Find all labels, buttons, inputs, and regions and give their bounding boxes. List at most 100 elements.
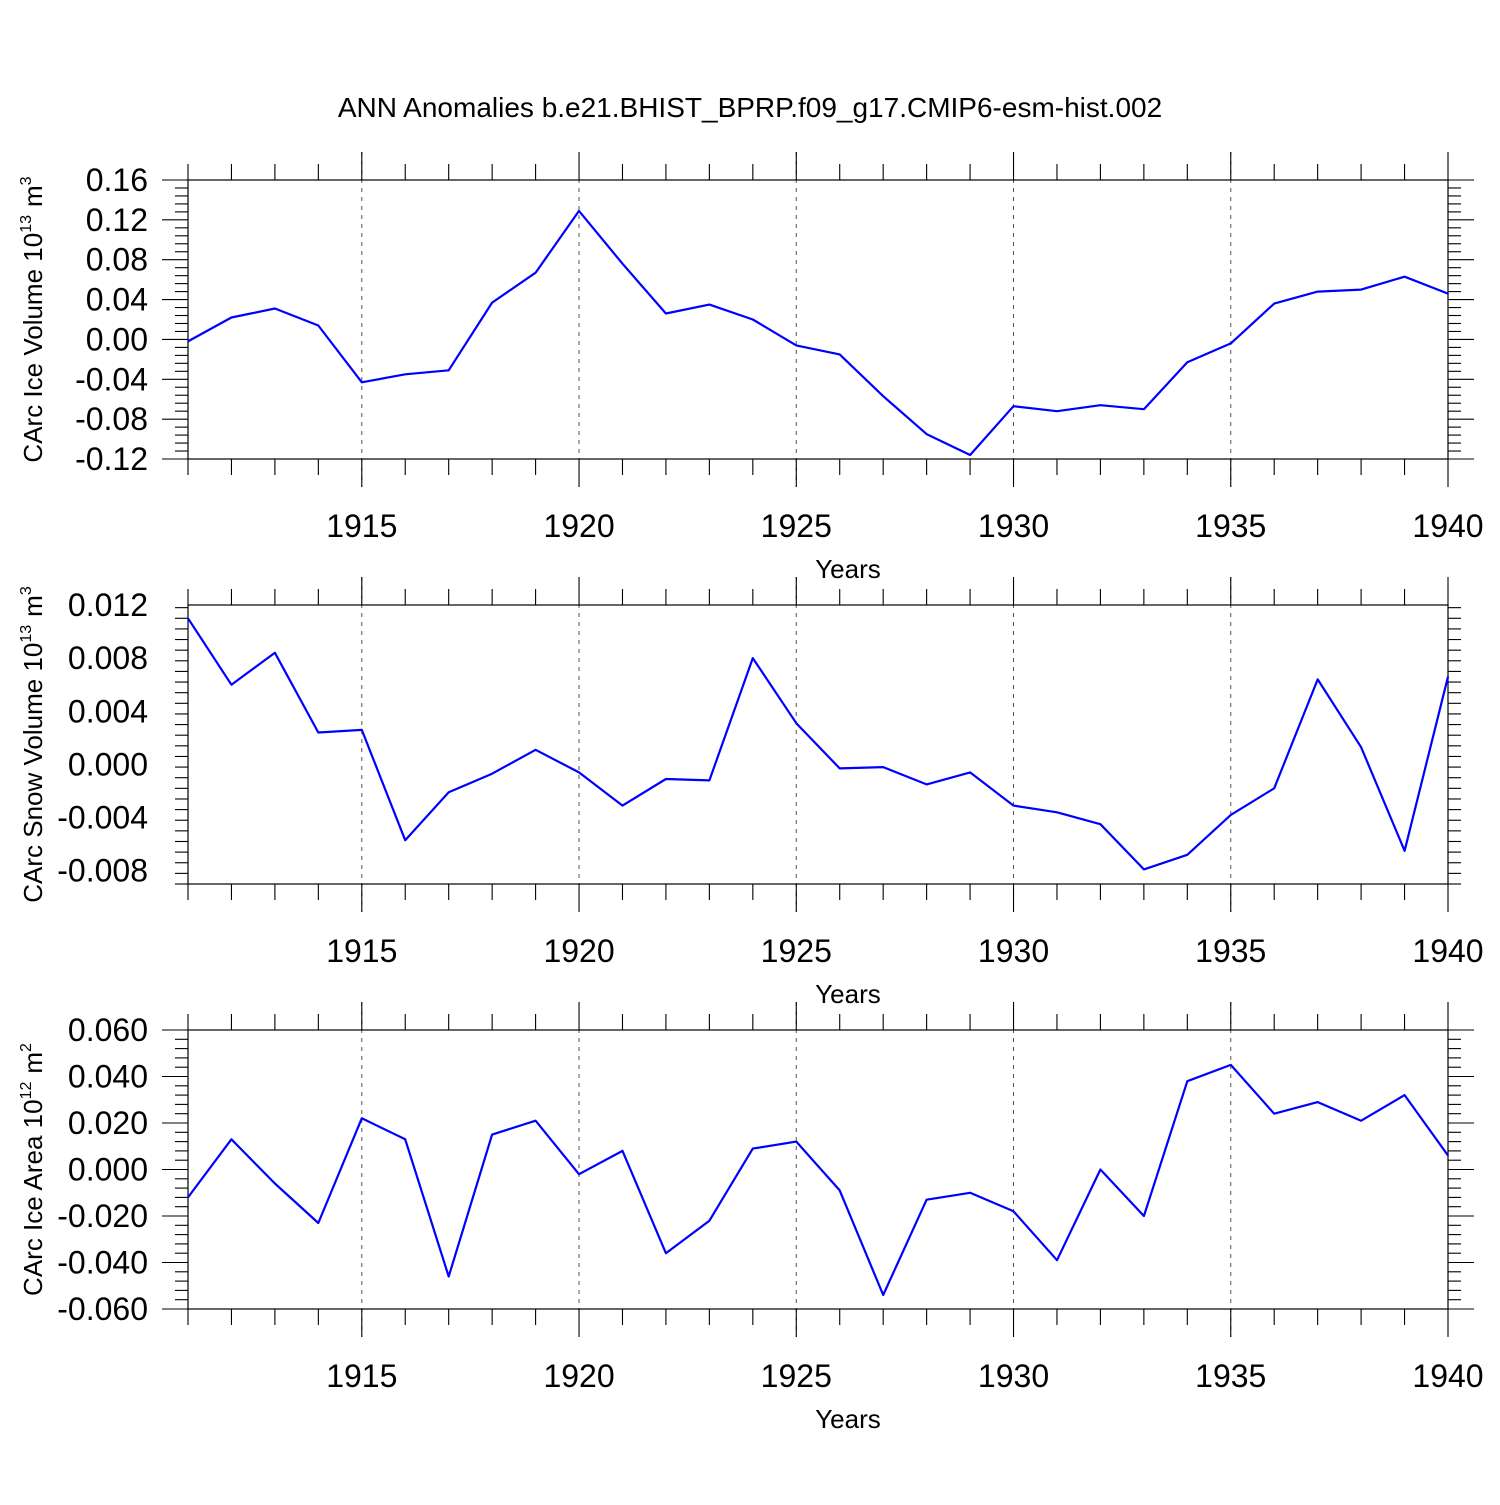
data-point bbox=[752, 1147, 754, 1150]
data-point bbox=[230, 316, 233, 319]
data-point bbox=[404, 373, 407, 376]
x-tick-label: 1925 bbox=[761, 933, 832, 969]
data-point bbox=[1316, 290, 1319, 293]
data-point bbox=[925, 433, 928, 435]
x-axis-label: Years bbox=[815, 1404, 881, 1434]
data-point bbox=[1012, 1210, 1015, 1213]
data-point bbox=[317, 731, 320, 734]
y-tick-label: 0.004 bbox=[68, 693, 148, 729]
data-point bbox=[1273, 787, 1276, 790]
x-tick-label: 1920 bbox=[543, 508, 614, 544]
data-point bbox=[795, 344, 798, 347]
data-point bbox=[708, 1219, 711, 1222]
data-point bbox=[708, 779, 711, 782]
data-point bbox=[1229, 1064, 1232, 1066]
plot-frame bbox=[187, 604, 1449, 885]
data-point bbox=[795, 1140, 798, 1143]
data-point bbox=[752, 318, 754, 321]
data-point bbox=[882, 395, 884, 398]
data-point bbox=[317, 324, 320, 327]
y-tick-label: 0.008 bbox=[68, 640, 148, 676]
data-point bbox=[360, 1117, 363, 1120]
data-point bbox=[1273, 1112, 1276, 1115]
y-tick-label: -0.04 bbox=[75, 361, 148, 397]
data-point bbox=[752, 657, 754, 659]
data-point bbox=[665, 778, 667, 780]
chart-title: ANN Anomalies b.e21.BHIST_BPRP.f09_g17.C… bbox=[338, 92, 1162, 123]
data-point bbox=[274, 307, 276, 310]
y-tick-label: 0.00 bbox=[86, 321, 148, 357]
data-point bbox=[360, 381, 363, 384]
data-point bbox=[187, 1196, 189, 1199]
data-point bbox=[1099, 404, 1102, 406]
data-point bbox=[969, 771, 971, 774]
x-tick-label: 1940 bbox=[1412, 508, 1483, 544]
plot-frame bbox=[187, 1029, 1449, 1310]
x-axis-label: Years bbox=[815, 979, 881, 1009]
data-point bbox=[882, 1294, 884, 1296]
x-tick-label: 1935 bbox=[1195, 1358, 1266, 1394]
data-point bbox=[1099, 1168, 1102, 1171]
data-point bbox=[274, 1182, 276, 1185]
x-tick-label: 1915 bbox=[326, 933, 397, 969]
x-tick-label: 1940 bbox=[1412, 933, 1483, 969]
y-tick-label: 0.012 bbox=[68, 587, 148, 623]
y-tick-label: -0.060 bbox=[57, 1291, 148, 1327]
y-axis-label-unit: m bbox=[18, 595, 48, 617]
data-point bbox=[317, 1222, 320, 1224]
data-point bbox=[1186, 853, 1189, 856]
data-point bbox=[447, 369, 450, 372]
data-point bbox=[274, 652, 276, 654]
data-point bbox=[1229, 814, 1232, 816]
y-axis-label-exponent: 13 bbox=[18, 215, 35, 233]
x-tick-label: 1920 bbox=[543, 933, 614, 969]
data-point bbox=[360, 729, 363, 731]
x-tick-label: 1915 bbox=[326, 1358, 397, 1394]
data-point bbox=[404, 1138, 407, 1141]
y-tick-label: 0.04 bbox=[86, 282, 148, 318]
y-axis-label: CArc Snow Volume 1013 m3 bbox=[18, 586, 48, 903]
data-point bbox=[665, 312, 667, 315]
data-point bbox=[1447, 1154, 1449, 1157]
series-line-ice-area bbox=[187, 1063, 1449, 1297]
data-point bbox=[230, 1138, 233, 1141]
plot-frame bbox=[187, 179, 1449, 460]
data-point bbox=[187, 340, 189, 343]
y-tick-label: -0.020 bbox=[57, 1198, 148, 1234]
x-tick-label: 1915 bbox=[326, 508, 397, 544]
data-point bbox=[1186, 1080, 1189, 1082]
y-tick-label: -0.008 bbox=[57, 853, 148, 889]
data-point bbox=[491, 772, 493, 775]
y-axis-label-unit-exponent: 3 bbox=[18, 586, 35, 595]
data-point bbox=[578, 1173, 580, 1175]
x-tick-label: 1930 bbox=[978, 508, 1049, 544]
y-axis-label-unit: m bbox=[18, 185, 48, 207]
data-point bbox=[447, 791, 450, 794]
data-point bbox=[621, 1150, 624, 1152]
data-point bbox=[578, 771, 580, 774]
data-point bbox=[534, 749, 537, 751]
x-tick-label: 1930 bbox=[978, 1358, 1049, 1394]
x-tick-label: 1940 bbox=[1412, 1358, 1483, 1394]
data-point bbox=[1012, 405, 1015, 407]
data-point bbox=[838, 353, 841, 356]
y-tick-label: 0.040 bbox=[68, 1059, 148, 1095]
y-tick-label: 0.12 bbox=[86, 202, 148, 238]
data-point bbox=[1447, 292, 1449, 295]
data-point bbox=[621, 804, 624, 807]
data-point bbox=[1316, 1101, 1319, 1103]
data-point bbox=[621, 262, 624, 265]
data-point bbox=[578, 210, 580, 212]
y-axis-label-unit-exponent: 3 bbox=[18, 176, 35, 185]
data-point bbox=[534, 1119, 537, 1122]
x-tick-label: 1925 bbox=[761, 1358, 832, 1394]
data-point bbox=[1316, 678, 1319, 681]
data-point bbox=[1056, 811, 1058, 814]
y-tick-label: -0.08 bbox=[75, 401, 148, 437]
data-point bbox=[1360, 288, 1362, 291]
data-point bbox=[1403, 275, 1406, 278]
data-point bbox=[969, 454, 971, 456]
x-tick-label: 1935 bbox=[1195, 933, 1266, 969]
data-point bbox=[1186, 361, 1189, 364]
